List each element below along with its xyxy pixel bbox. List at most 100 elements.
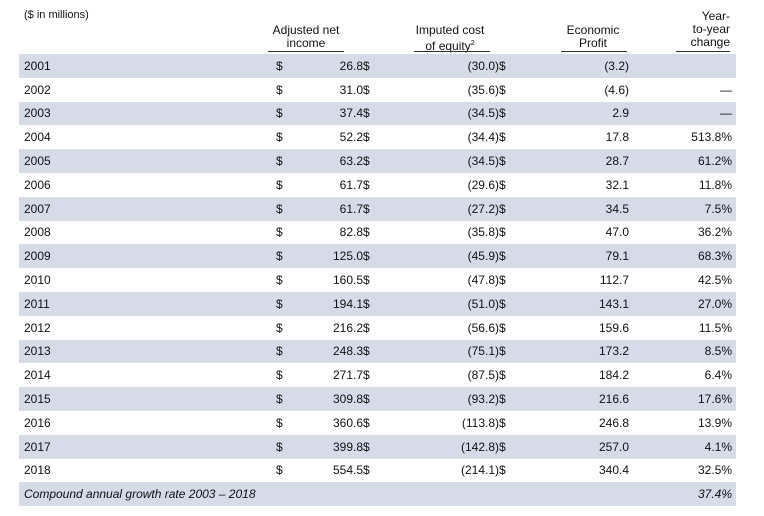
- adj-dollar-sign: $: [276, 196, 309, 221]
- imp-dollar-sign: $: [363, 387, 437, 411]
- table-body: 2001 $26.8 $ (30.0) $ (3.2) 2002 $31.0 $ (35.6) $(…: [19, 54, 736, 507]
- year-cell: 2014: [24, 368, 51, 383]
- imp-dollar-sign: $: [363, 339, 437, 364]
- header-economic-profit-line2: Profit: [578, 36, 607, 50]
- economic-profit-cell: 112.7: [599, 273, 629, 288]
- eco-dollar-sign: $: [499, 101, 574, 126]
- adj-dollar-sign: $: [276, 387, 309, 411]
- eco-dollar-sign: $: [499, 225, 506, 240]
- adjusted-net-income-cell: 63.2: [309, 149, 363, 173]
- year-cell: 2002: [24, 82, 51, 97]
- imputed-cost-cell: (45.9): [437, 244, 499, 269]
- adj-dollar-sign: $: [276, 149, 309, 173]
- eco-dollar-sign: $: [499, 339, 574, 364]
- economic-profit-cell: 257.0: [574, 434, 629, 459]
- economic-profit-cell: 17.8: [605, 130, 629, 145]
- adjusted-net-income-cell: 271.7: [332, 368, 363, 383]
- adjusted-net-income-cell: 309.8: [309, 387, 363, 411]
- table-row: 2009 $125.0 $ (45.9) $79.1 68.3%: [19, 244, 736, 269]
- economic-profit-cell: 340.4: [598, 463, 629, 478]
- adjusted-net-income-cell: 399.8: [309, 434, 363, 459]
- adj-dollar-sign: $: [276, 273, 283, 288]
- header-underline-yoy: [676, 51, 730, 52]
- eco-dollar-sign: $: [499, 320, 506, 335]
- adj-dollar-sign: $: [276, 177, 283, 192]
- table-row: 2010 $160.5 $ (47.8) $112.7 42.5%: [19, 268, 736, 292]
- header-imputed-cost-line2: of equity: [425, 39, 471, 53]
- table-row: 2016 $360.6 $ (113.8) $246.8 13.9%: [19, 411, 736, 435]
- yoy-change-cell: 11.8%: [698, 177, 732, 192]
- header-adjusted-net-income-line1: Adjusted net: [272, 23, 340, 37]
- year-cell: 2016: [24, 415, 51, 430]
- year-cell: 2003: [19, 101, 276, 126]
- yoy-change-cell: 13.9%: [697, 415, 732, 430]
- header-yoy-line1: Year-: [701, 9, 730, 23]
- eco-dollar-sign: $: [499, 82, 506, 97]
- cagr-row: Compound annual growth rate 2003 – 2018 3…: [19, 482, 736, 507]
- imputed-cost-cell: (56.6): [467, 320, 499, 335]
- year-cell: 2018: [24, 463, 51, 478]
- adjusted-net-income-cell: 26.8: [309, 54, 363, 78]
- imp-dollar-sign: $: [363, 244, 437, 269]
- adjusted-net-income-cell: 37.4: [309, 101, 363, 126]
- cagr-label: Compound annual growth rate 2003 – 2018: [19, 482, 629, 507]
- eco-dollar-sign: $: [499, 54, 574, 78]
- imputed-cost-cell: (34.5): [437, 149, 499, 173]
- economic-profit-cell: 184.2: [598, 368, 629, 383]
- adj-dollar-sign: $: [276, 320, 283, 335]
- year-cell: 2013: [19, 339, 276, 364]
- adj-dollar-sign: $: [276, 415, 283, 430]
- imputed-cost-cell: (51.0): [437, 291, 499, 316]
- yoy-change-cell: 8.5%: [629, 339, 736, 364]
- eco-dollar-sign: $: [499, 130, 506, 145]
- yoy-change-cell: 27.0%: [629, 291, 736, 316]
- yoy-change-cell: 17.6%: [629, 387, 736, 411]
- economic-profit-cell: (4.6): [604, 82, 629, 97]
- economic-profit-cell: 246.8: [598, 415, 629, 430]
- header-imputed-cost-line1: Imputed cost: [415, 23, 485, 37]
- imputed-cost-cell: (35.6): [467, 82, 499, 97]
- adj-dollar-sign: $: [276, 434, 309, 459]
- yoy-change-cell: 7.5%: [629, 196, 736, 221]
- yoy-change-cell: [629, 54, 736, 78]
- economic-profit-cell: 173.2: [574, 339, 629, 364]
- imp-dollar-sign: $: [363, 320, 370, 335]
- economic-profit-cell: 2.9: [574, 101, 629, 126]
- units-label: ($ in millions): [24, 9, 89, 21]
- table-row: 2005 $63.2 $ (34.5) $28.7 61.2%: [19, 149, 736, 173]
- adj-dollar-sign: $: [276, 101, 309, 126]
- adj-dollar-sign: $: [276, 463, 283, 478]
- adjusted-net-income-cell: 52.2: [339, 130, 363, 145]
- table-row: 2001 $26.8 $ (30.0) $ (3.2): [19, 54, 736, 78]
- table-row: 2004 $52.2 $ (34.4) $17.8 513.8%: [19, 125, 736, 149]
- table-row: 2012 $216.2 $ (56.6) $159.6 11.5%: [19, 316, 736, 340]
- adj-dollar-sign: $: [276, 130, 283, 145]
- header-underline-imputed: [414, 51, 490, 52]
- yoy-change-cell: 68.3%: [629, 244, 736, 269]
- imp-dollar-sign: $: [363, 130, 370, 145]
- table-row: 2014 $271.7 $ (87.5) $184.2 6.4%: [19, 363, 736, 387]
- imp-dollar-sign: $: [363, 463, 370, 478]
- year-cell: 2007: [19, 196, 276, 221]
- imputed-cost-cell: (27.2): [437, 196, 499, 221]
- header-underline-economic: [561, 51, 627, 52]
- adjusted-net-income-cell: 125.0: [309, 244, 363, 269]
- adjusted-net-income-cell: 216.2: [332, 320, 363, 335]
- imp-dollar-sign: $: [363, 434, 437, 459]
- adj-dollar-sign: $: [276, 54, 309, 78]
- imputed-cost-cell: (75.1): [437, 339, 499, 364]
- imputed-cost-cell: (87.5): [467, 368, 499, 383]
- year-cell: 2005: [19, 149, 276, 173]
- yoy-change-cell: 4.1%: [629, 434, 736, 459]
- imputed-cost-cell: (93.2): [437, 387, 499, 411]
- year-cell: 2008: [24, 225, 51, 240]
- imputed-cost-cell: (113.8): [461, 415, 499, 430]
- table-row: 2013 $248.3 $ (75.1) $173.2 8.5%: [19, 339, 736, 364]
- year-cell: 2006: [24, 177, 51, 192]
- year-cell: 2012: [24, 320, 51, 335]
- economic-profit-cell: 143.1: [574, 291, 629, 316]
- economic-profit-cell: 47.0: [605, 225, 629, 240]
- adjusted-net-income-cell: 248.3: [309, 339, 363, 364]
- table-row: 2018 $554.5 $ (214.1) $340.4 32.5%: [19, 459, 736, 483]
